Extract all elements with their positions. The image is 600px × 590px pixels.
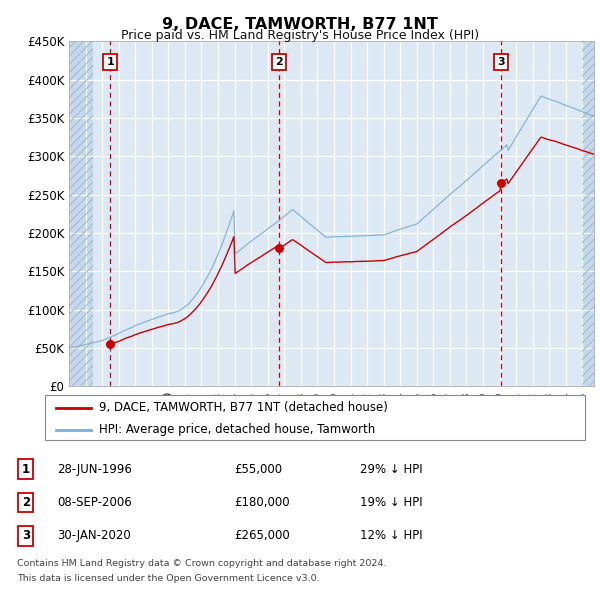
Text: Price paid vs. HM Land Registry's House Price Index (HPI): Price paid vs. HM Land Registry's House … xyxy=(121,30,479,42)
Bar xyxy=(69,41,93,386)
Bar xyxy=(69,41,93,386)
Text: 30-JAN-2020: 30-JAN-2020 xyxy=(57,529,131,542)
Text: 08-SEP-2006: 08-SEP-2006 xyxy=(57,496,132,509)
Text: 29% ↓ HPI: 29% ↓ HPI xyxy=(360,463,422,476)
Text: £180,000: £180,000 xyxy=(234,496,290,509)
Text: 19% ↓ HPI: 19% ↓ HPI xyxy=(360,496,422,509)
Text: 3: 3 xyxy=(497,57,505,67)
Text: 2: 2 xyxy=(22,496,30,509)
Text: Contains HM Land Registry data © Crown copyright and database right 2024.: Contains HM Land Registry data © Crown c… xyxy=(17,559,386,568)
Text: 9, DACE, TAMWORTH, B77 1NT (detached house): 9, DACE, TAMWORTH, B77 1NT (detached hou… xyxy=(99,401,388,414)
Text: 12% ↓ HPI: 12% ↓ HPI xyxy=(360,529,422,542)
Text: £55,000: £55,000 xyxy=(234,463,282,476)
Text: 3: 3 xyxy=(22,529,30,542)
Text: 1: 1 xyxy=(22,463,30,476)
Text: 28-JUN-1996: 28-JUN-1996 xyxy=(57,463,132,476)
Bar xyxy=(583,41,594,386)
Text: This data is licensed under the Open Government Licence v3.0.: This data is licensed under the Open Gov… xyxy=(17,574,319,583)
Text: 9, DACE, TAMWORTH, B77 1NT: 9, DACE, TAMWORTH, B77 1NT xyxy=(162,17,438,31)
Text: 1: 1 xyxy=(106,57,114,67)
Text: HPI: Average price, detached house, Tamworth: HPI: Average price, detached house, Tamw… xyxy=(99,423,375,437)
Text: £265,000: £265,000 xyxy=(234,529,290,542)
Bar xyxy=(583,41,594,386)
Text: 2: 2 xyxy=(275,57,283,67)
